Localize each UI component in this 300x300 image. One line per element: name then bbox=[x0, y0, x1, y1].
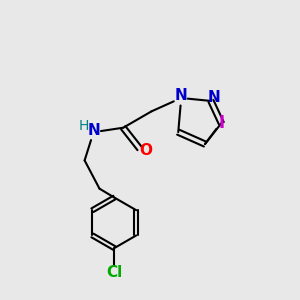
Text: I: I bbox=[219, 114, 225, 132]
Text: N: N bbox=[88, 123, 100, 138]
Text: O: O bbox=[140, 143, 153, 158]
Text: Cl: Cl bbox=[106, 265, 122, 280]
Text: H: H bbox=[79, 119, 89, 133]
Text: N: N bbox=[208, 91, 221, 106]
Text: N: N bbox=[174, 88, 187, 103]
